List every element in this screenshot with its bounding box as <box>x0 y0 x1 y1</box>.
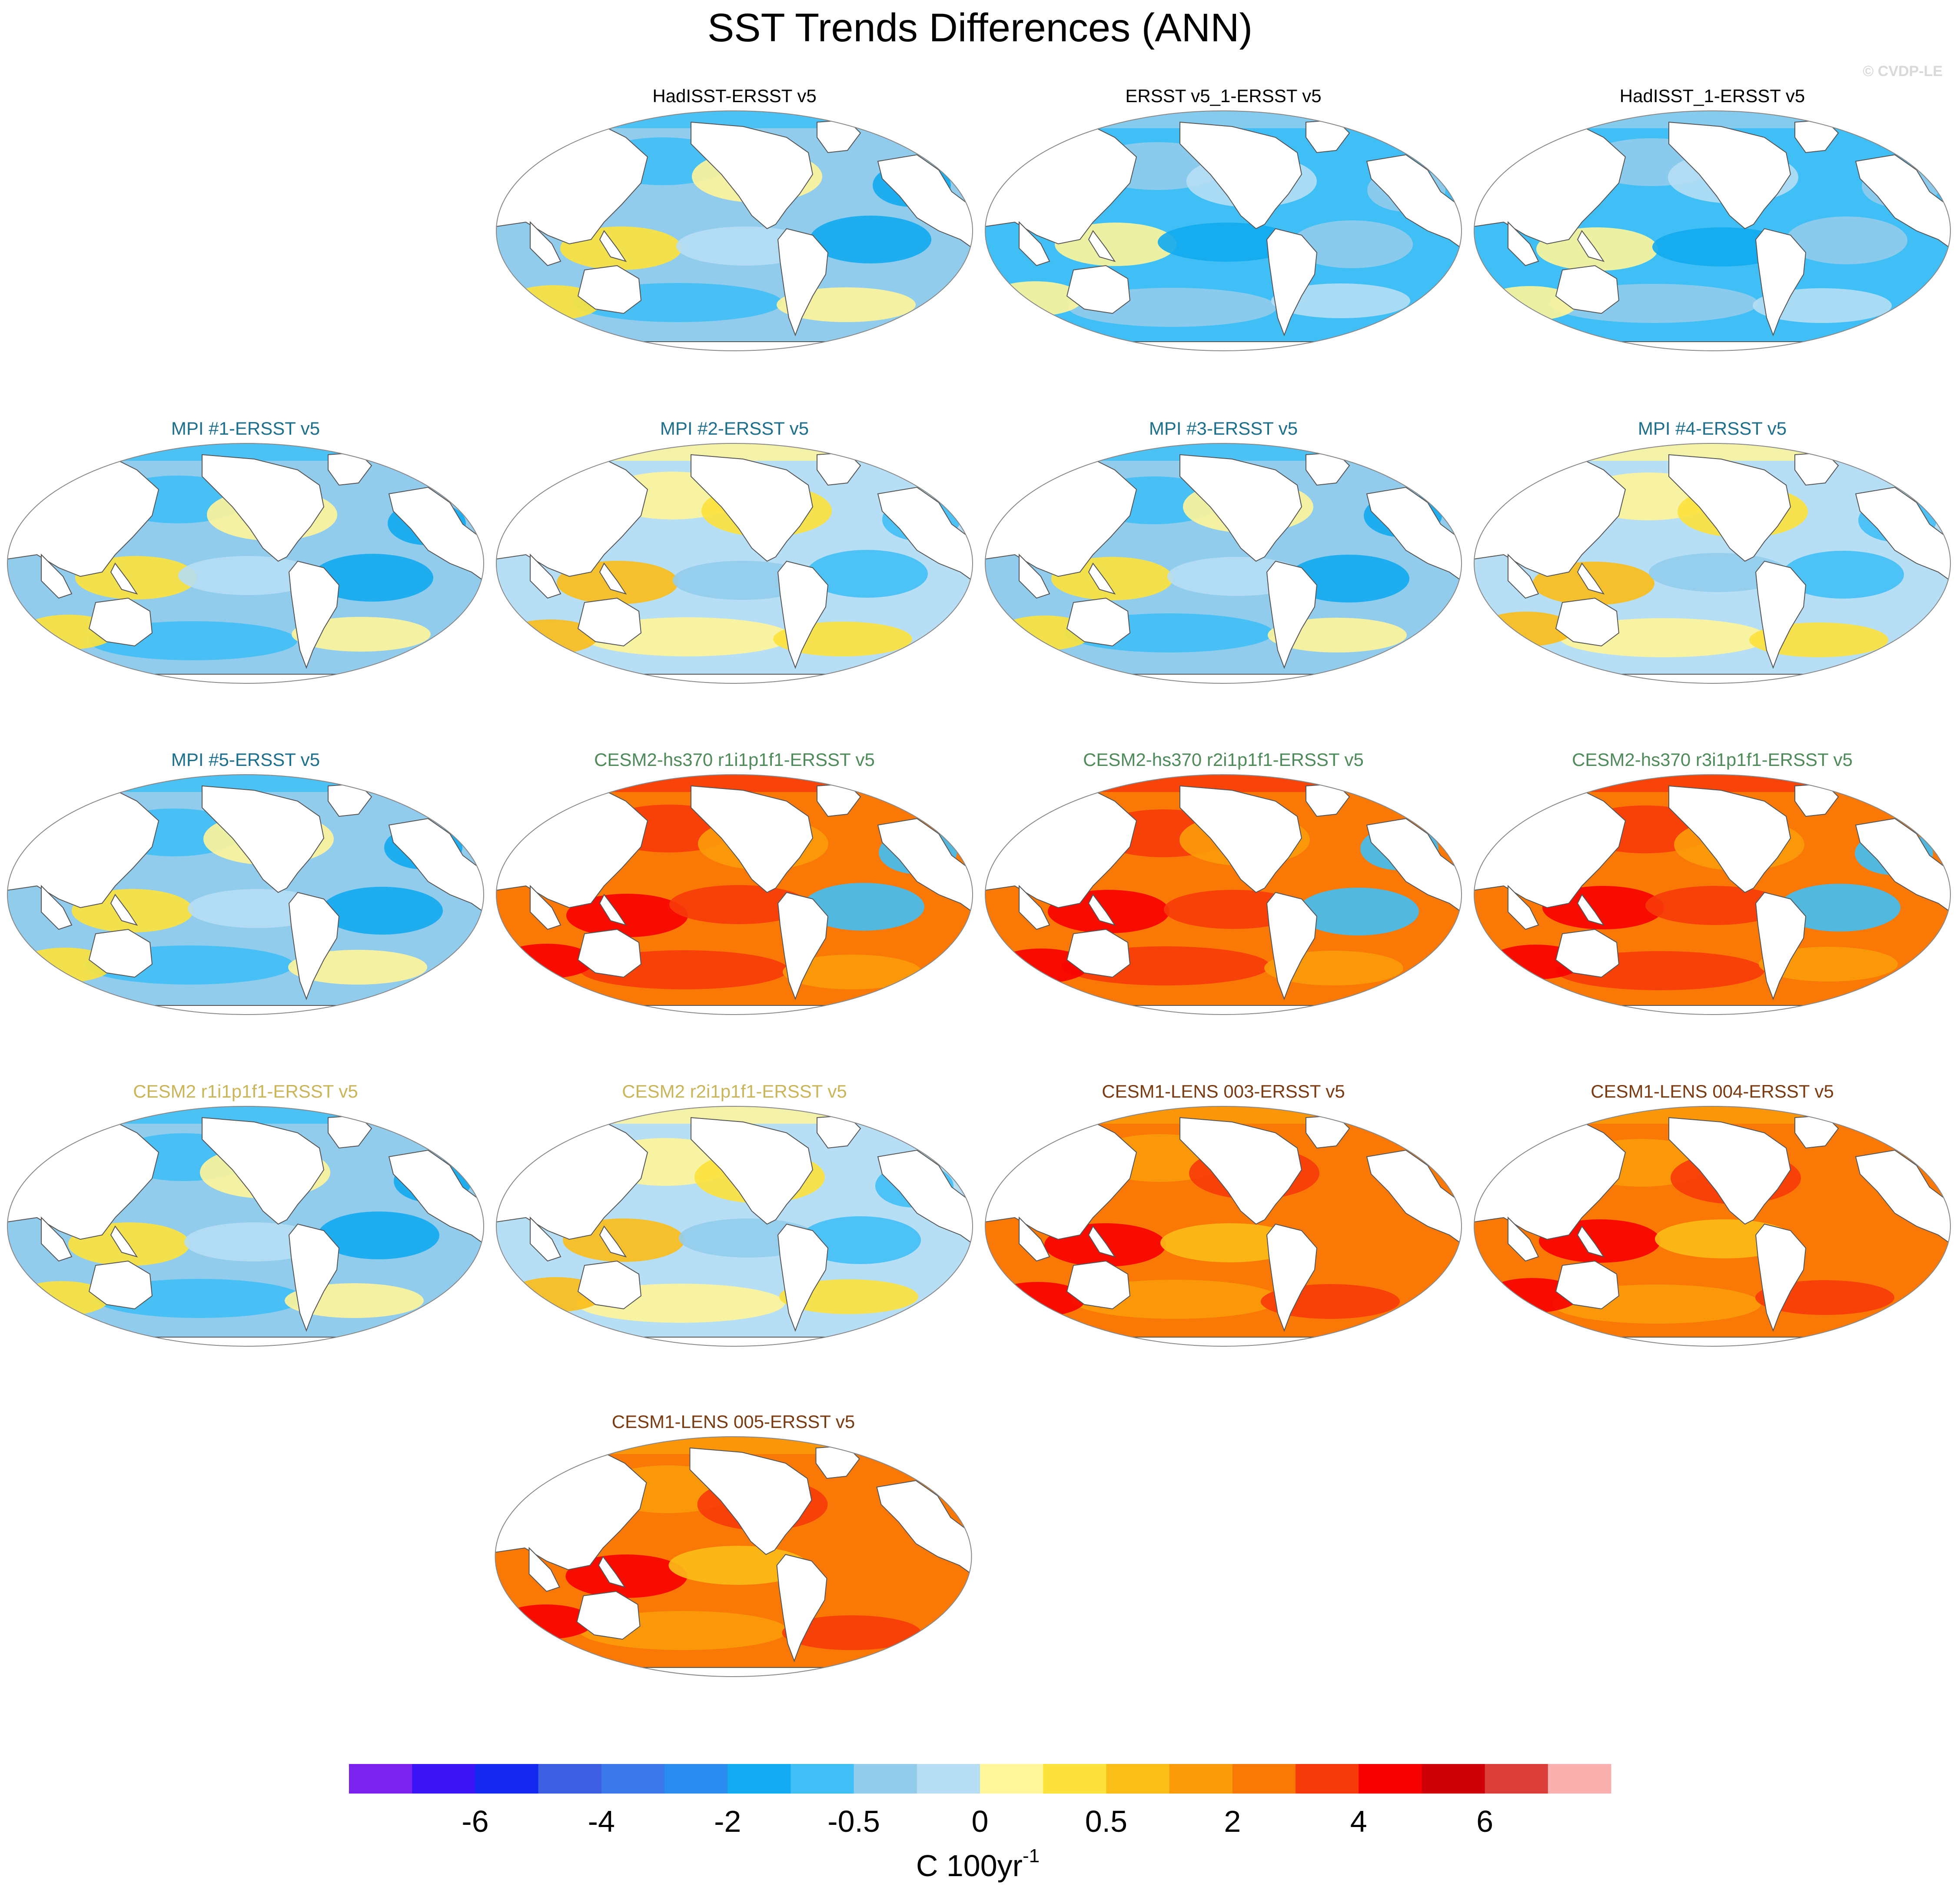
map-panel: CESM2-hs370 r1i1p1f1-ERSST v5 <box>496 749 973 1015</box>
colorbar-box <box>1232 1764 1296 1794</box>
panel-title: HadISST_1-ERSST v5 <box>1620 86 1805 106</box>
panel-title: MPI #1-ERSST v5 <box>171 418 320 439</box>
colorbar-tick-label: -6 <box>462 1804 488 1838</box>
map-ellipse <box>985 110 1462 351</box>
panel-title: MPI #3-ERSST v5 <box>1149 418 1298 439</box>
colorbar-box <box>854 1764 917 1794</box>
colorbar-box <box>1548 1764 1611 1794</box>
map-panel: MPI #4-ERSST v5 <box>1474 418 1951 684</box>
map-panel: CESM1-LENS 003-ERSST v5 <box>985 1081 1462 1347</box>
panel-title: CESM1-LENS 004-ERSST v5 <box>1591 1081 1834 1102</box>
colorbar-tick-label: -4 <box>588 1804 615 1838</box>
map-panel: MPI #3-ERSST v5 <box>985 418 1462 684</box>
map-ellipse <box>496 1106 973 1347</box>
colorbar-tick-label: -2 <box>714 1804 741 1838</box>
map-ellipse <box>1474 774 1951 1015</box>
map-ellipse <box>7 1106 484 1347</box>
colorbar-box <box>475 1764 539 1794</box>
map-panel: CESM2 r1i1p1f1-ERSST v5 <box>7 1081 484 1347</box>
colorbar-box <box>1422 1764 1485 1794</box>
colorbar-box <box>601 1764 665 1794</box>
map-ellipse <box>1474 443 1951 684</box>
map-ellipse <box>495 1436 972 1677</box>
map-ellipse <box>985 443 1462 684</box>
map-panel: MPI #1-ERSST v5 <box>7 418 484 684</box>
map-ellipse <box>496 110 973 351</box>
colorbar-tick-label: -0.5 <box>827 1804 880 1838</box>
colorbar: -6 -4 -2 -0.5 0 0.5 2 4 6 C 100yr-1 <box>349 1764 1611 1883</box>
colorbar-box <box>538 1764 602 1794</box>
map-ellipse <box>985 774 1462 1015</box>
colorbar-box <box>917 1764 980 1794</box>
colorbar-unit-label: C 100yr-1 <box>916 1845 1040 1883</box>
map-ellipse <box>1474 1106 1951 1347</box>
panel-title: CESM2-hs370 r2i1p1f1-ERSST v5 <box>1083 749 1364 770</box>
colorbar-tick-label: 6 <box>1476 1804 1493 1838</box>
colorbar-tick-label: 2 <box>1224 1804 1241 1838</box>
map-panel: CESM2-hs370 r3i1p1f1-ERSST v5 <box>1474 749 1951 1015</box>
colorbar-box <box>664 1764 728 1794</box>
map-panel: HadISST_1-ERSST v5 <box>1474 86 1951 351</box>
colorbar-box <box>349 1764 412 1794</box>
map-panel: CESM1-LENS 004-ERSST v5 <box>1474 1081 1951 1347</box>
map-panel: CESM2-hs370 r2i1p1f1-ERSST v5 <box>985 749 1462 1015</box>
map-panel: HadISST-ERSST v5 <box>496 86 973 351</box>
panel-title: HadISST-ERSST v5 <box>652 86 816 106</box>
map-panel: CESM1-LENS 005-ERSST v5 <box>495 1411 972 1677</box>
colorbar-box <box>412 1764 475 1794</box>
colorbar-box <box>1296 1764 1359 1794</box>
colorbar-box <box>980 1764 1043 1794</box>
map-ellipse <box>7 774 484 1015</box>
panel-title: ERSST v5_1-ERSST v5 <box>1125 86 1321 106</box>
panel-title: CESM1-LENS 005-ERSST v5 <box>612 1411 855 1432</box>
map-ellipse <box>496 774 973 1015</box>
colorbar-box <box>1359 1764 1422 1794</box>
map-panel: CESM2 r2i1p1f1-ERSST v5 <box>496 1081 973 1347</box>
panel-title: CESM2-hs370 r1i1p1f1-ERSST v5 <box>594 749 875 770</box>
figure-title: SST Trends Differences (ANN) <box>708 6 1252 50</box>
panel-title: MPI #4-ERSST v5 <box>1638 418 1787 439</box>
colorbar-box <box>1043 1764 1106 1794</box>
colorbar-tick-label: 0.5 <box>1085 1804 1127 1838</box>
colorbar-box <box>791 1764 854 1794</box>
copyright-label: © CVDP-LE <box>1863 63 1943 80</box>
map-ellipse <box>496 443 973 684</box>
panel-title: CESM1-LENS 003-ERSST v5 <box>1102 1081 1345 1102</box>
colorbar-tick-label: 0 <box>972 1804 989 1838</box>
colorbar-box <box>1169 1764 1233 1794</box>
colorbar-tick-label: 4 <box>1350 1804 1367 1838</box>
map-panel: ERSST v5_1-ERSST v5 <box>985 86 1462 351</box>
colorbar-box <box>728 1764 791 1794</box>
colorbar-box <box>1106 1764 1170 1794</box>
colorbar-box <box>1485 1764 1548 1794</box>
map-ellipse <box>7 443 484 684</box>
panel-grid: HadISST-ERSST v5 ERSST v5_1-ERSST v5 HadIS… <box>7 86 1951 1677</box>
panel-title: CESM2 r1i1p1f1-ERSST v5 <box>133 1081 358 1102</box>
map-panel: MPI #5-ERSST v5 <box>7 749 484 1015</box>
panel-title: MPI #5-ERSST v5 <box>171 749 320 770</box>
panel-title: CESM2-hs370 r3i1p1f1-ERSST v5 <box>1572 749 1853 770</box>
map-ellipse <box>985 1106 1462 1347</box>
panel-title: CESM2 r2i1p1f1-ERSST v5 <box>622 1081 847 1102</box>
map-ellipse <box>1474 110 1951 351</box>
panel-title: MPI #2-ERSST v5 <box>660 418 809 439</box>
map-panel: MPI #2-ERSST v5 <box>496 418 973 684</box>
